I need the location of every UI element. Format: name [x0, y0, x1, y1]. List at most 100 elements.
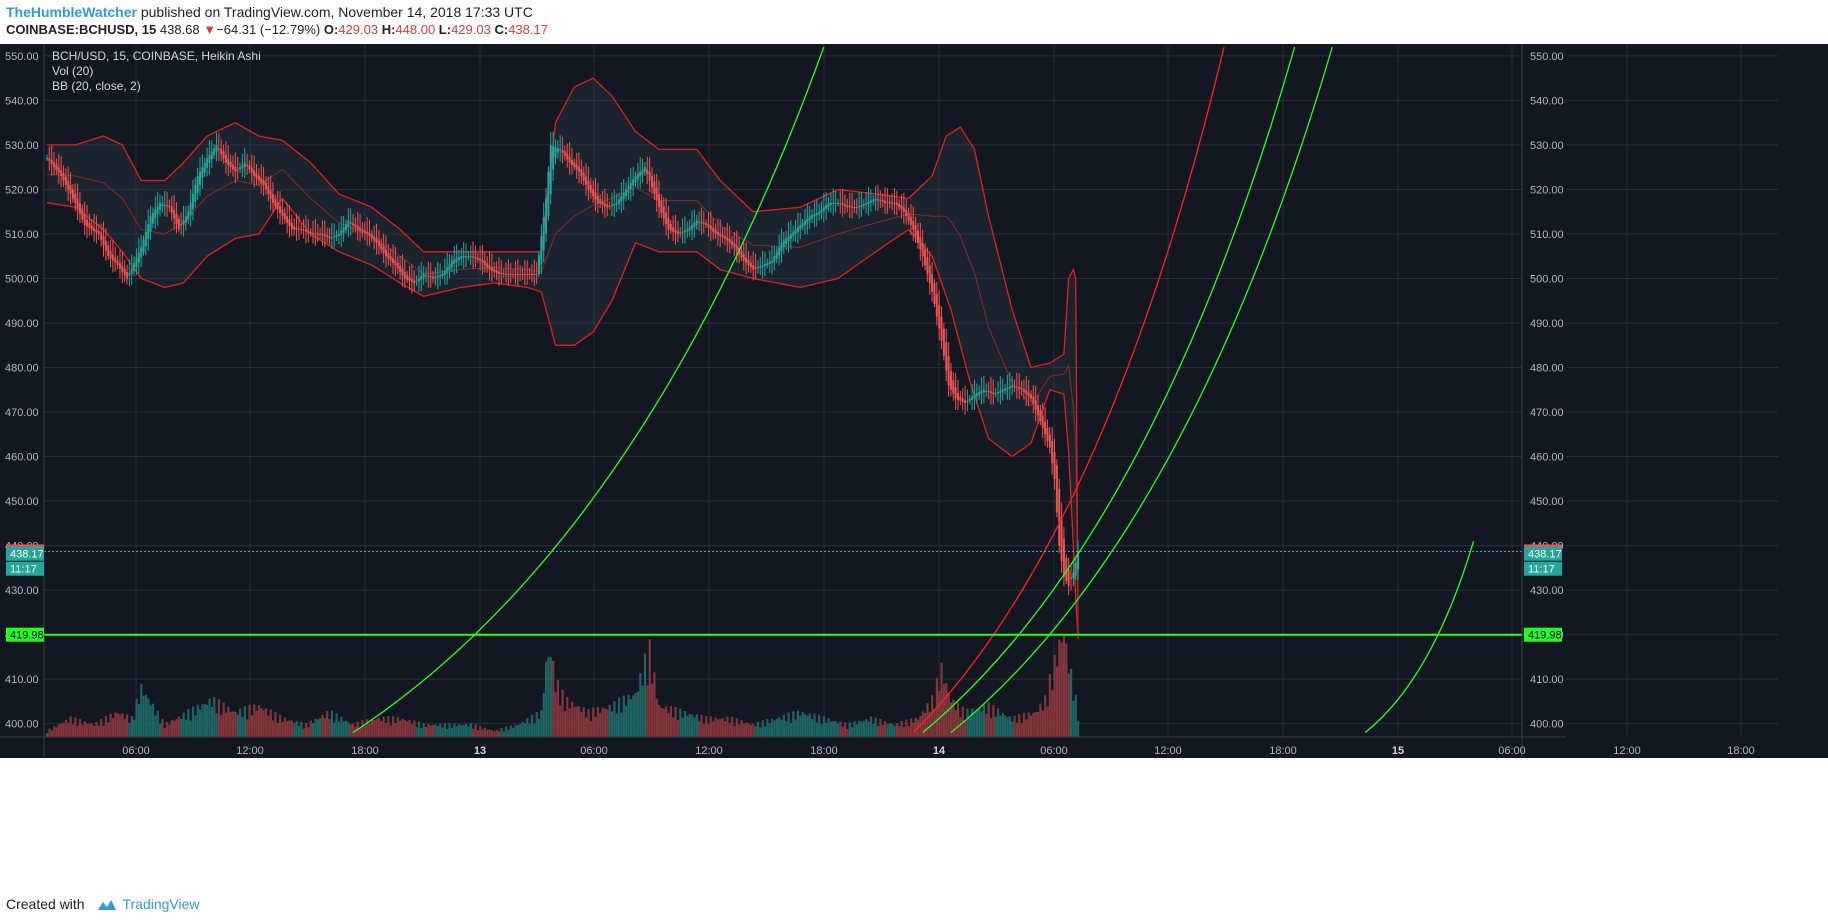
candle-body	[53, 162, 56, 168]
candle-body	[665, 212, 668, 224]
volume-bar	[683, 710, 687, 737]
volume-bar	[855, 724, 858, 737]
candle-body	[239, 167, 242, 170]
candle-body	[618, 199, 621, 204]
candle-body	[905, 209, 908, 217]
volume-bar	[756, 721, 760, 737]
candle-body	[794, 229, 797, 235]
volume-bar	[924, 712, 927, 737]
volume-bar	[241, 716, 244, 737]
volume-bar	[876, 726, 880, 737]
candle-body	[625, 189, 628, 196]
volume-bar	[114, 712, 117, 737]
candle-body	[220, 148, 223, 154]
candle-body	[578, 167, 581, 172]
candle-body	[683, 230, 686, 233]
volume-bar	[585, 717, 588, 737]
candle-body	[886, 201, 889, 203]
volume-bar	[302, 728, 305, 737]
volume-bar	[359, 727, 362, 737]
volume-bar	[980, 711, 983, 737]
volume-bar	[912, 722, 915, 737]
candle-body	[392, 258, 395, 263]
x-axis-labels: 06:00 12:00 18:00 13 06:00 12:00 18:00 14 06:00 1…	[122, 745, 1755, 757]
volume-bar	[279, 714, 282, 737]
volume-bar	[653, 672, 656, 737]
volume-bar	[396, 716, 399, 737]
candle-body	[253, 170, 256, 177]
x-tick-label: 06:00	[1498, 745, 1526, 757]
volume-bar	[521, 721, 524, 737]
author-link[interactable]: TheHumbleWatcher	[6, 4, 137, 20]
candle-body	[759, 266, 762, 268]
candle-body	[154, 209, 157, 219]
candle-body	[126, 271, 129, 279]
y-tick-label-right: 540.00	[1530, 95, 1564, 107]
y-tick-label-right: 450.00	[1530, 496, 1564, 508]
volume-bar	[523, 723, 527, 737]
volume-bar	[1025, 719, 1028, 737]
price-chart[interactable]: 400.00400.00410.00410.00420.00420.00430.…	[0, 44, 1828, 886]
volume-bar	[747, 723, 750, 737]
trend-arcs	[352, 46, 1475, 734]
candle-body	[100, 232, 103, 240]
volume-bar	[700, 714, 703, 737]
volume-bar	[735, 718, 738, 737]
candle-body	[60, 170, 63, 177]
candle-body	[114, 257, 117, 263]
candle-body	[276, 202, 279, 210]
volume-bar	[811, 719, 814, 737]
green-trend-arc	[352, 46, 825, 734]
candle-body	[399, 265, 402, 272]
candle-body	[95, 229, 98, 233]
candle-body	[985, 390, 988, 392]
volume-bar	[349, 724, 352, 737]
candle-body	[992, 392, 995, 395]
candle-body	[352, 223, 355, 226]
volume-bar	[968, 715, 971, 737]
candle-body	[855, 207, 858, 209]
candle-body	[589, 185, 592, 193]
volume-bar	[813, 713, 816, 737]
volume-bar	[111, 717, 115, 737]
volume-bar	[891, 724, 894, 737]
candle-body	[1034, 400, 1037, 410]
candle-body	[187, 211, 190, 220]
volume-bar	[1062, 635, 1066, 737]
volume-bar	[436, 726, 439, 737]
candle-body	[853, 206, 856, 208]
volume-bar	[712, 721, 715, 737]
volume-bar	[799, 715, 802, 737]
candle-body	[726, 237, 729, 241]
candle-body	[582, 172, 585, 181]
candle-body	[570, 159, 573, 165]
tradingview-link[interactable]: TradingView	[122, 896, 200, 912]
candle-body	[702, 222, 705, 224]
volume-bar	[966, 708, 969, 737]
candle-body	[643, 167, 646, 172]
volume-bar	[987, 702, 990, 737]
candle-body	[314, 233, 317, 235]
volume-bar	[714, 717, 717, 737]
candle-body	[756, 267, 759, 269]
volume-bar	[563, 711, 567, 737]
tradingview-logo-icon	[98, 900, 117, 911]
candle-body	[163, 205, 166, 207]
candle-body	[203, 162, 206, 173]
volume-bar	[399, 720, 402, 737]
candle-body	[608, 206, 611, 208]
volume-bar	[413, 720, 416, 737]
volume-bar	[257, 705, 261, 737]
volume-bar	[95, 722, 98, 737]
candle-body	[384, 249, 387, 257]
candle-body	[876, 199, 879, 201]
candle-body	[707, 224, 710, 228]
x-tick-label: 12:00	[695, 745, 723, 757]
candle-body	[924, 249, 927, 266]
candle-body	[1055, 465, 1058, 513]
candle-body	[1041, 415, 1044, 428]
volume-bar	[1051, 690, 1054, 737]
candle-body	[679, 232, 682, 234]
candle-body	[999, 390, 1002, 393]
candle-body	[601, 201, 604, 206]
